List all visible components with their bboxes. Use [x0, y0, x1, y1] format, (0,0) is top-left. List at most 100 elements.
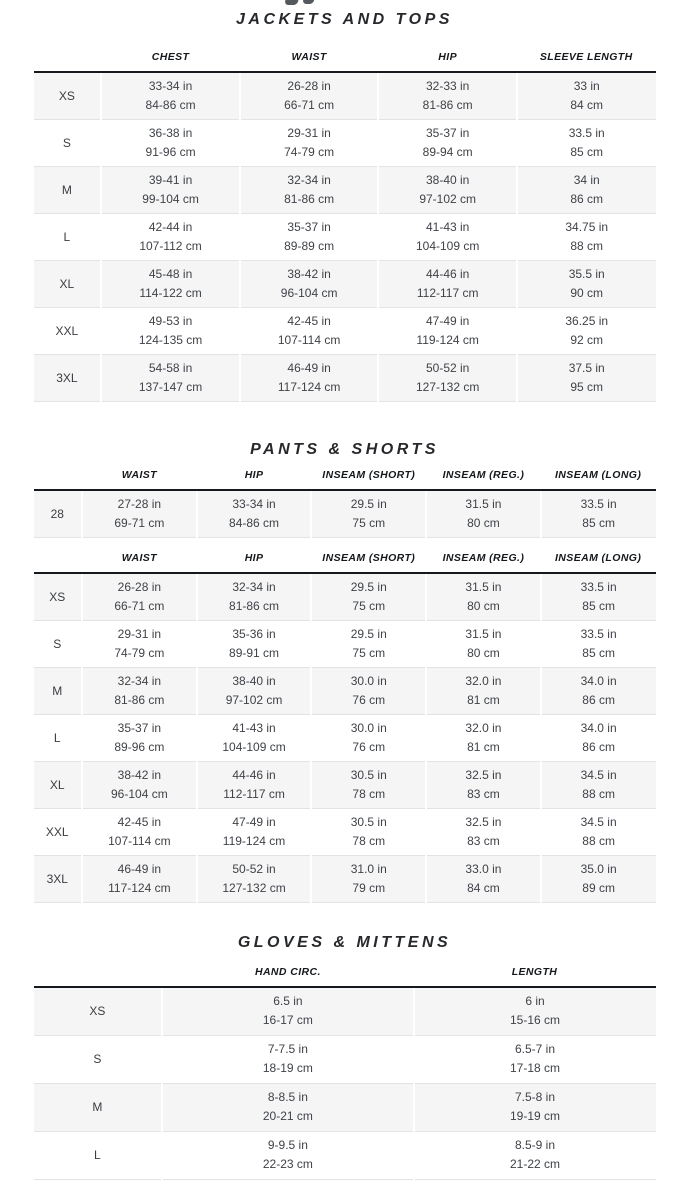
inches-value: 35-37 in	[287, 220, 331, 234]
inches-value: 30.5 in	[350, 768, 387, 782]
cm-value: 81-86 cm	[422, 98, 473, 112]
inches-value: 6.5-7 in	[515, 1042, 556, 1056]
inches-value: 31.5 in	[465, 580, 502, 594]
section-title-jackets-and-tops: JACKETS AND TOPS	[236, 11, 453, 28]
measurement-cell: 32.5 in 83 cm	[425, 761, 541, 809]
inches-value: 33.5 in	[568, 126, 605, 140]
inches-value: 8-8.5 in	[267, 1090, 308, 1104]
inches-value: 33.0 in	[465, 862, 502, 876]
column-header: INSEAM (LONG)	[540, 463, 656, 491]
size-label: XS	[33, 573, 83, 621]
cm-value: 81 cm	[467, 693, 500, 707]
measurement-cell: 27-28 in 69-71 cm	[81, 490, 197, 538]
cm-value: 96-104 cm	[280, 286, 338, 300]
inches-value: 38-42 in	[117, 768, 162, 782]
measurement-cell: 35-36 in 89-91 cm	[195, 620, 312, 668]
cm-value: 78 cm	[352, 787, 386, 801]
inches-value: 31.0 in	[350, 862, 387, 876]
measurement-cell: 46-49 in 117-124 cm	[238, 354, 379, 402]
cm-value: 80 cm	[467, 599, 500, 613]
inches-value: 32-34 in	[117, 674, 162, 688]
cm-value: 117-124 cm	[108, 881, 171, 895]
measurement-cell: 39-41 in 99-104 cm	[100, 166, 240, 214]
inches-value: 54-58 in	[148, 361, 193, 375]
table-row: L 9-9.5 in 22-23 cm 8.5-9 in 21-22 cm	[33, 1131, 656, 1180]
inches-value: 32.5 in	[465, 815, 502, 829]
measurement-cell: 42-44 in 107-112 cm	[100, 213, 240, 261]
measurement-cell: 35.0 in 89 cm	[539, 855, 656, 903]
cm-value: 119-124 cm	[416, 333, 479, 347]
cm-value: 107-114 cm	[108, 834, 171, 848]
table-row: XXL 42-45 in 107-114 cm 47-49 in 119-124 cm 3…	[33, 808, 656, 856]
cm-value: 16-17 cm	[262, 1013, 313, 1028]
inches-value: 49-53 in	[148, 314, 193, 328]
inches-value: 46-49 in	[287, 361, 331, 375]
measurement-cell: 33.5 in 85 cm	[539, 573, 656, 621]
column-header: HIP	[196, 463, 312, 491]
table-row: XL 45-48 in 114-122 cm 38-42 in 96-104 cm 44-…	[33, 260, 656, 308]
column-header: SLEEVE LENGTH	[516, 45, 656, 73]
measurement-cell: 38-40 in 97-102 cm	[377, 166, 517, 214]
inches-value: 46-49 in	[117, 862, 162, 876]
size-column-header	[33, 45, 102, 73]
inches-value: 44-46 in	[232, 768, 276, 782]
inches-value: 41-43 in	[232, 721, 276, 735]
measurement-cell: 35-37 in 89-94 cm	[377, 119, 517, 167]
cm-value: 66-71 cm	[114, 599, 165, 613]
measurement-cell: 34.5 in 88 cm	[539, 808, 656, 856]
inches-value: 42-45 in	[117, 815, 162, 829]
column-header: HIP	[196, 546, 312, 574]
size-column-header	[33, 960, 163, 988]
table-row: 28 27-28 in 69-71 cm 33-34 in 84-86 cm 29.5 i…	[33, 490, 656, 538]
cm-value: 89 cm	[582, 881, 615, 895]
table-row: M 39-41 in 99-104 cm 32-34 in 81-86 cm 38-40 …	[33, 166, 656, 214]
size-label: L	[33, 714, 83, 762]
cm-value: 117-124 cm	[277, 380, 341, 394]
cm-value: 86 cm	[570, 192, 604, 206]
measurement-cell: 50-52 in 127-132 cm	[377, 354, 517, 402]
measurement-cell: 7.5-8 in 19-19 cm	[412, 1083, 656, 1132]
inches-value: 35-36 in	[232, 627, 276, 641]
inches-value: 8.5-9 in	[515, 1138, 556, 1152]
inches-value: 32.0 in	[465, 721, 502, 735]
column-header: INSEAM (LONG)	[540, 546, 656, 574]
measurement-cell: 44-46 in 112-117 cm	[377, 260, 517, 308]
cm-value: 84-86 cm	[229, 516, 280, 530]
inches-value: 32-34 in	[287, 173, 331, 187]
inches-value: 33-34 in	[232, 497, 276, 511]
measurement-cell: 33.5 in 85 cm	[515, 119, 656, 167]
inches-value: 45-48 in	[148, 267, 193, 281]
measurement-cell: 6.5 in 16-17 cm	[161, 987, 414, 1036]
inches-value: 9-9.5 in	[267, 1138, 308, 1152]
pants-numeric-table-container: WAIST HIP INSEAM (SHORT) INSEAM (REG.) INSEA…	[33, 463, 656, 538]
table-header: CHEST WAIST HIP SLEEVE LENGTH	[33, 45, 656, 73]
cm-value: 80 cm	[467, 646, 500, 660]
size-label: 3XL	[33, 354, 102, 402]
size-label: 28	[33, 490, 83, 538]
cm-value: 104-109 cm	[415, 239, 480, 253]
measurement-cell: 33-34 in 84-86 cm	[195, 490, 312, 538]
inches-value: 44-46 in	[425, 267, 470, 281]
measurement-cell: 38-42 in 96-104 cm	[238, 260, 379, 308]
table-header: HAND CIRC. LENGTH	[33, 960, 656, 988]
table-row: XS 6.5 in 16-17 cm 6 in 15-16 cm	[33, 987, 656, 1036]
measurement-cell: 47-49 in 119-124 cm	[377, 307, 517, 355]
inches-value: 34.75 in	[565, 220, 609, 234]
table-row: L 42-44 in 107-112 cm 35-37 in 89-89 cm 41-43…	[33, 213, 656, 261]
cm-value: 20-21 cm	[262, 1109, 313, 1123]
size-label: 3XL	[33, 855, 83, 903]
inches-value: 32.0 in	[465, 674, 502, 688]
size-label: XS	[33, 987, 163, 1036]
inches-value: 42-44 in	[148, 220, 193, 234]
inches-value: 35.5 in	[568, 267, 605, 281]
cm-value: 112-117 cm	[416, 286, 479, 300]
cm-value: 88 cm	[582, 787, 615, 801]
cm-value: 88 cm	[582, 834, 615, 848]
measurement-cell: 37.5 in 95 cm	[515, 354, 656, 402]
cm-value: 92 cm	[570, 333, 604, 347]
measurement-cell: 44-46 in 112-117 cm	[195, 761, 312, 809]
cm-value: 107-112 cm	[139, 239, 202, 253]
measurement-cell: 29-31 in 74-79 cm	[238, 119, 379, 167]
measurement-cell: 46-49 in 117-124 cm	[81, 855, 197, 903]
